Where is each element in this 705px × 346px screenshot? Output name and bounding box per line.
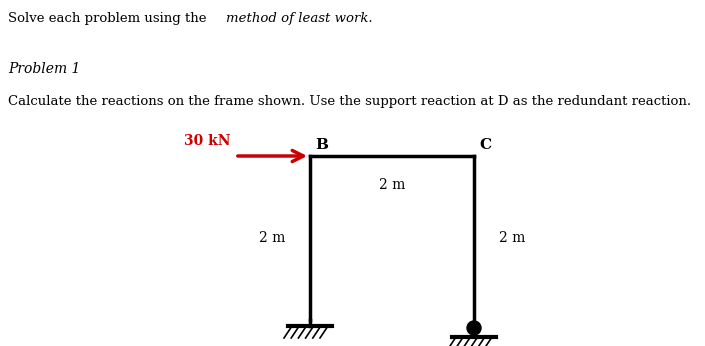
Text: C: C bbox=[479, 138, 491, 152]
Text: 2 m: 2 m bbox=[499, 231, 525, 245]
Text: 30 kN: 30 kN bbox=[185, 134, 231, 148]
Text: B: B bbox=[315, 138, 328, 152]
Text: 2 m: 2 m bbox=[379, 178, 405, 192]
Text: method of least work.: method of least work. bbox=[226, 12, 373, 25]
Text: Calculate the reactions on the frame shown. Use the support reaction at D as the: Calculate the reactions on the frame sho… bbox=[8, 95, 691, 108]
Text: Problem 1: Problem 1 bbox=[8, 62, 80, 76]
Text: Solve each problem using the: Solve each problem using the bbox=[8, 12, 211, 25]
Text: 2 m: 2 m bbox=[259, 231, 286, 245]
Circle shape bbox=[467, 321, 481, 335]
